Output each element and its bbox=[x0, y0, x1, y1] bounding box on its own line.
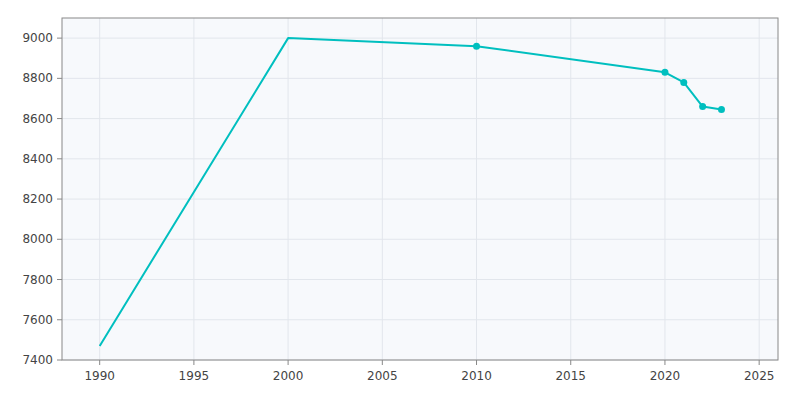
x-tick bbox=[476, 360, 477, 365]
x-grid-line bbox=[382, 18, 383, 360]
x-tick bbox=[664, 360, 665, 365]
y-tick bbox=[57, 118, 62, 119]
y-grid-line bbox=[62, 78, 778, 79]
chart-container: 1990 1995 2000 2005 2010 2015 2020 2025 7400 7600… bbox=[0, 0, 800, 400]
y-grid-line bbox=[62, 118, 778, 119]
plot-background bbox=[62, 18, 778, 360]
y-tick bbox=[57, 239, 62, 240]
x-tick-label: 1990 bbox=[84, 369, 115, 383]
y-tick bbox=[57, 199, 62, 200]
plot-frame bbox=[62, 18, 778, 360]
y-tick-label: 7400 bbox=[22, 353, 53, 367]
x-tick-label: 2005 bbox=[367, 369, 398, 383]
y-tick bbox=[57, 279, 62, 280]
y-grid-line bbox=[62, 38, 778, 39]
x-grid-line bbox=[193, 18, 194, 360]
population-marker bbox=[473, 43, 480, 50]
marks bbox=[100, 38, 725, 346]
y-tick-label: 8200 bbox=[22, 192, 53, 206]
x-tick bbox=[193, 360, 194, 365]
x-tick-label: 2010 bbox=[461, 369, 492, 383]
x-tick-label: 2020 bbox=[650, 369, 681, 383]
y-grid-line bbox=[62, 279, 778, 280]
y-tick bbox=[57, 78, 62, 79]
y-tick-label: 8600 bbox=[22, 112, 53, 126]
y-grid-line bbox=[62, 199, 778, 200]
y-tick-label: 8400 bbox=[22, 152, 53, 166]
y-grid-line bbox=[62, 239, 778, 240]
x-grid-line bbox=[476, 18, 477, 360]
x-tick-label: 2025 bbox=[744, 369, 775, 383]
x-grid-line bbox=[99, 18, 100, 360]
y-tick-label: 7600 bbox=[22, 313, 53, 327]
y-tick-label: 7800 bbox=[22, 273, 53, 287]
y-tick-label: 9000 bbox=[22, 31, 53, 45]
x-tick bbox=[570, 360, 571, 365]
x-tick bbox=[288, 360, 289, 365]
y-grid-line bbox=[62, 158, 778, 159]
y-tick-label: 8800 bbox=[22, 71, 53, 85]
population-marker bbox=[661, 69, 668, 76]
y-tick-label: 8000 bbox=[22, 232, 53, 246]
axes: 1990 1995 2000 2005 2010 2015 2020 2025 7400 7600… bbox=[22, 18, 778, 383]
x-grid-line bbox=[759, 18, 760, 360]
x-tick bbox=[759, 360, 760, 365]
y-tick bbox=[57, 319, 62, 320]
y-grid-line bbox=[62, 319, 778, 320]
x-tick-label: 2015 bbox=[555, 369, 586, 383]
x-tick bbox=[382, 360, 383, 365]
population-marker bbox=[680, 79, 687, 86]
population-marker bbox=[699, 103, 706, 110]
chart-svg: 1990 1995 2000 2005 2010 2015 2020 2025 7400 7600… bbox=[0, 0, 800, 400]
y-tick bbox=[57, 360, 62, 361]
grid bbox=[62, 18, 778, 360]
x-tick bbox=[99, 360, 100, 365]
population-marker bbox=[718, 106, 725, 113]
population-line bbox=[100, 38, 722, 346]
x-tick-label: 1995 bbox=[179, 369, 210, 383]
y-tick bbox=[57, 38, 62, 39]
y-tick bbox=[57, 158, 62, 159]
x-grid-line bbox=[570, 18, 571, 360]
x-grid-line bbox=[288, 18, 289, 360]
x-tick-label: 2000 bbox=[273, 369, 304, 383]
